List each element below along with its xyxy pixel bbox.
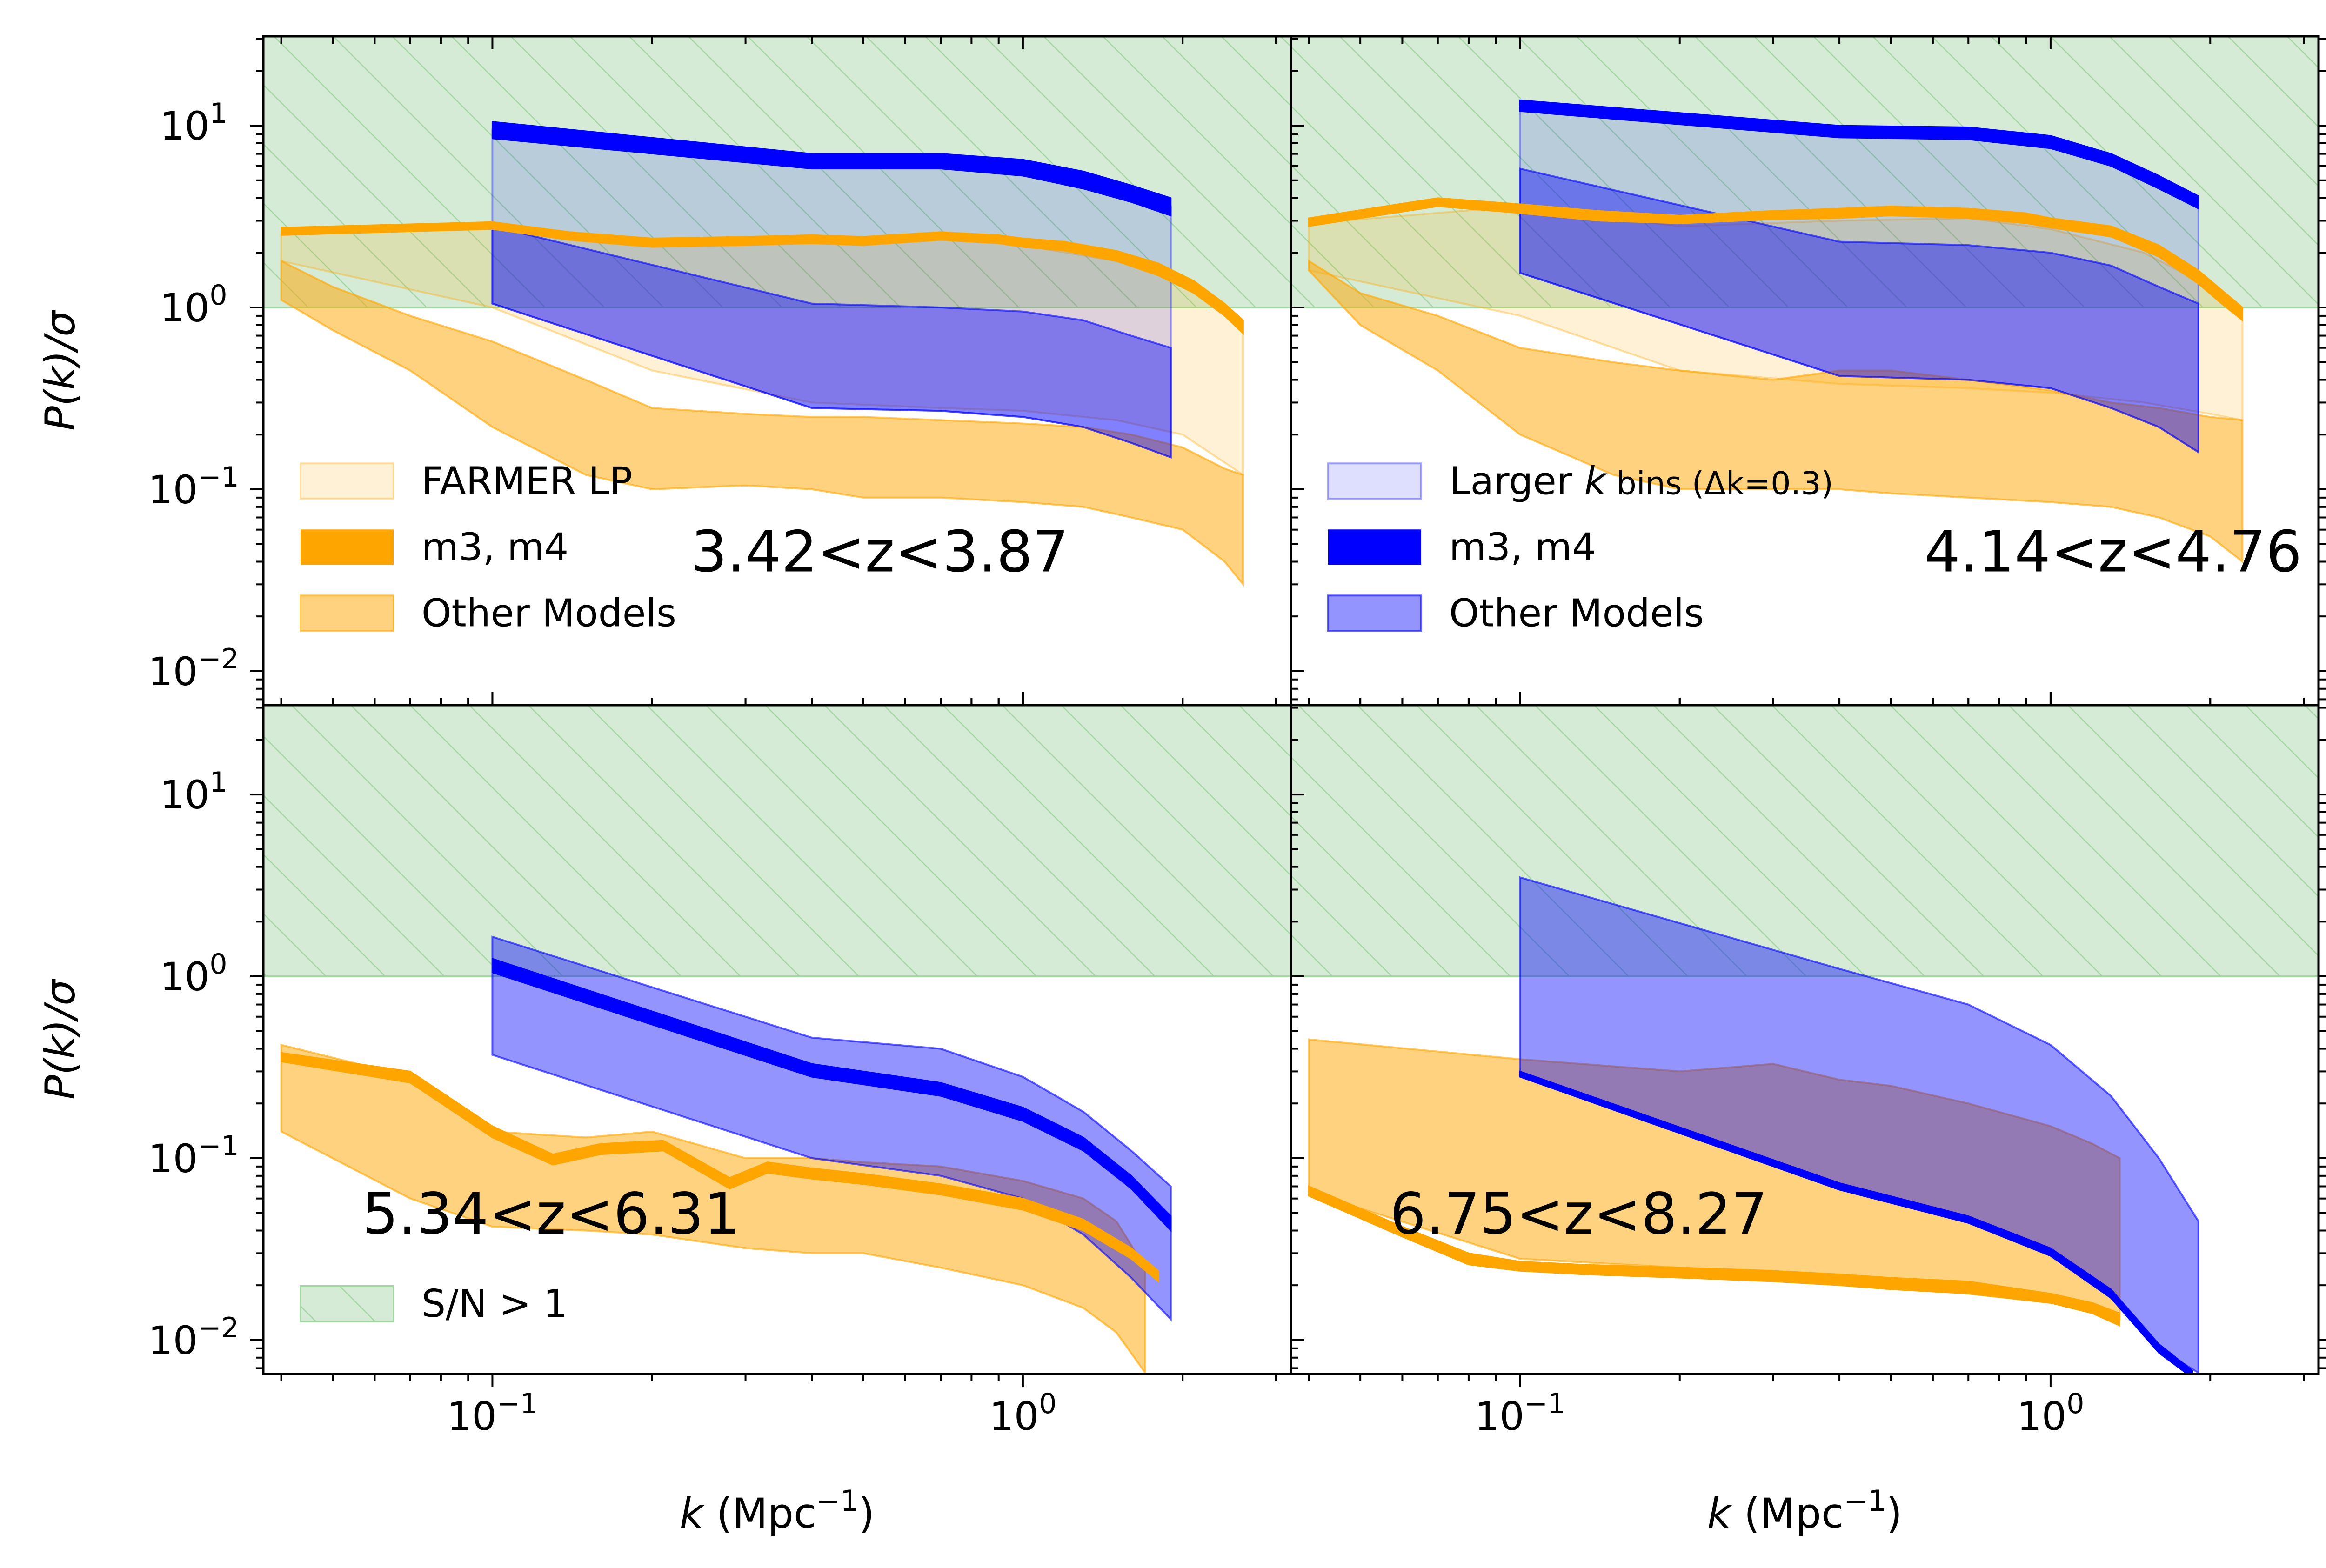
x-tick-label: 10−1 bbox=[1475, 1388, 1565, 1439]
sn-region-hatch bbox=[263, 705, 1291, 977]
x-tick-label: 100 bbox=[2017, 1388, 2084, 1439]
legend-swatch-line bbox=[301, 529, 394, 565]
tick-marks bbox=[1308, 36, 2326, 705]
y-tick-label: 10−1 bbox=[148, 461, 239, 513]
redshift-label: 6.75<z<8.27 bbox=[1390, 1181, 1768, 1247]
series-blue-band-3 bbox=[1519, 167, 2199, 454]
legend-entry: m3, m4 bbox=[1328, 525, 1596, 569]
sn-region-hatch bbox=[1291, 705, 2319, 977]
series-blue-line-5 bbox=[1519, 99, 2199, 210]
series-orange-band-2 bbox=[1308, 259, 2244, 564]
legend-entry: Other Models bbox=[300, 591, 676, 635]
legend-entry: FARMER LP bbox=[300, 459, 632, 503]
y-tick-label: 10−2 bbox=[148, 643, 239, 694]
tick-marks bbox=[250, 36, 1304, 705]
series-orange-line-2 bbox=[1308, 1185, 2120, 1327]
series-blue-line-3 bbox=[491, 958, 1172, 1233]
legend-swatch-hatch-lines bbox=[301, 1286, 394, 1322]
panel-3 bbox=[263, 705, 1291, 1374]
legend-entry: S/N > 1 bbox=[300, 1282, 568, 1326]
series-orange-line-4 bbox=[1308, 197, 2243, 322]
legend-swatch-band bbox=[300, 594, 394, 632]
series-blue-line-3 bbox=[1519, 1070, 2193, 1374]
y-tick-label: 100 bbox=[160, 948, 227, 1000]
legend-swatch-band bbox=[1327, 594, 1422, 632]
series-orange-band-2 bbox=[280, 259, 1244, 587]
legend-swatch-light bbox=[1327, 462, 1422, 500]
redshift-label: 4.14<z<4.76 bbox=[1924, 519, 2302, 585]
legend-entry: m3, m4 bbox=[301, 525, 568, 569]
axes-layer: 3.42<z<3.87 FARMER LP m3, m4 Other Models 10… bbox=[36, 35, 2326, 1537]
legend-entry: Other Models bbox=[1327, 591, 1704, 635]
y-axis-label: P(k)/σ bbox=[36, 978, 84, 1100]
x-axis-label: k (Mpc−1) bbox=[680, 1484, 875, 1537]
plot-layer bbox=[263, 36, 2319, 1374]
series-blue-line-5 bbox=[491, 121, 1172, 217]
series-orange-band-0 bbox=[280, 1043, 1146, 1374]
y-tick-label: 101 bbox=[160, 766, 227, 818]
y-tick-label: 10−2 bbox=[148, 1312, 239, 1363]
series-orange-line-2 bbox=[281, 1052, 1159, 1283]
series-blue-band-3 bbox=[491, 225, 1172, 459]
redshift-label: 3.42<z<3.87 bbox=[691, 519, 1069, 585]
legend-label: Larger k bins (Δk=0.3) bbox=[1449, 459, 1833, 503]
legend-label: FARMER LP bbox=[421, 459, 632, 503]
panel-content bbox=[263, 36, 1291, 587]
y-axis-label: P(k)/σ bbox=[36, 309, 84, 431]
panel-content bbox=[1291, 705, 2319, 1374]
y-tick-label: 10−1 bbox=[148, 1130, 239, 1181]
series-orange-line-4 bbox=[281, 221, 1244, 335]
tick-marks bbox=[1308, 692, 2326, 1387]
x-tick-label: 100 bbox=[989, 1388, 1056, 1439]
legend-label: m3, m4 bbox=[1449, 525, 1596, 569]
panel-frame-4 bbox=[1290, 704, 2320, 1375]
legend-label: m3, m4 bbox=[421, 525, 568, 569]
legend-entry: Larger k bins (Δk=0.3) bbox=[1327, 459, 1833, 503]
y-tick-label: 101 bbox=[160, 97, 227, 149]
redshift-label: 5.34<z<6.31 bbox=[362, 1181, 740, 1247]
x-tick-label: 10−1 bbox=[447, 1388, 538, 1439]
tick-marks bbox=[250, 692, 1304, 1387]
panel-4 bbox=[1291, 705, 2319, 1374]
panel-1 bbox=[263, 36, 1291, 587]
legend-label: Other Models bbox=[1449, 591, 1704, 635]
legend-swatch-light bbox=[300, 462, 394, 500]
x-axis-label: k (Mpc−1) bbox=[1707, 1484, 1902, 1537]
legend-label: Other Models bbox=[421, 591, 676, 635]
panel-content bbox=[263, 705, 1291, 1374]
legend-swatch-line bbox=[1328, 529, 1421, 565]
y-tick-label: 100 bbox=[160, 279, 227, 331]
panel-2 bbox=[1291, 36, 2319, 564]
legend-label: S/N > 1 bbox=[421, 1282, 568, 1326]
series-blue-band-1 bbox=[491, 935, 1172, 1322]
panel-content bbox=[1291, 36, 2319, 564]
